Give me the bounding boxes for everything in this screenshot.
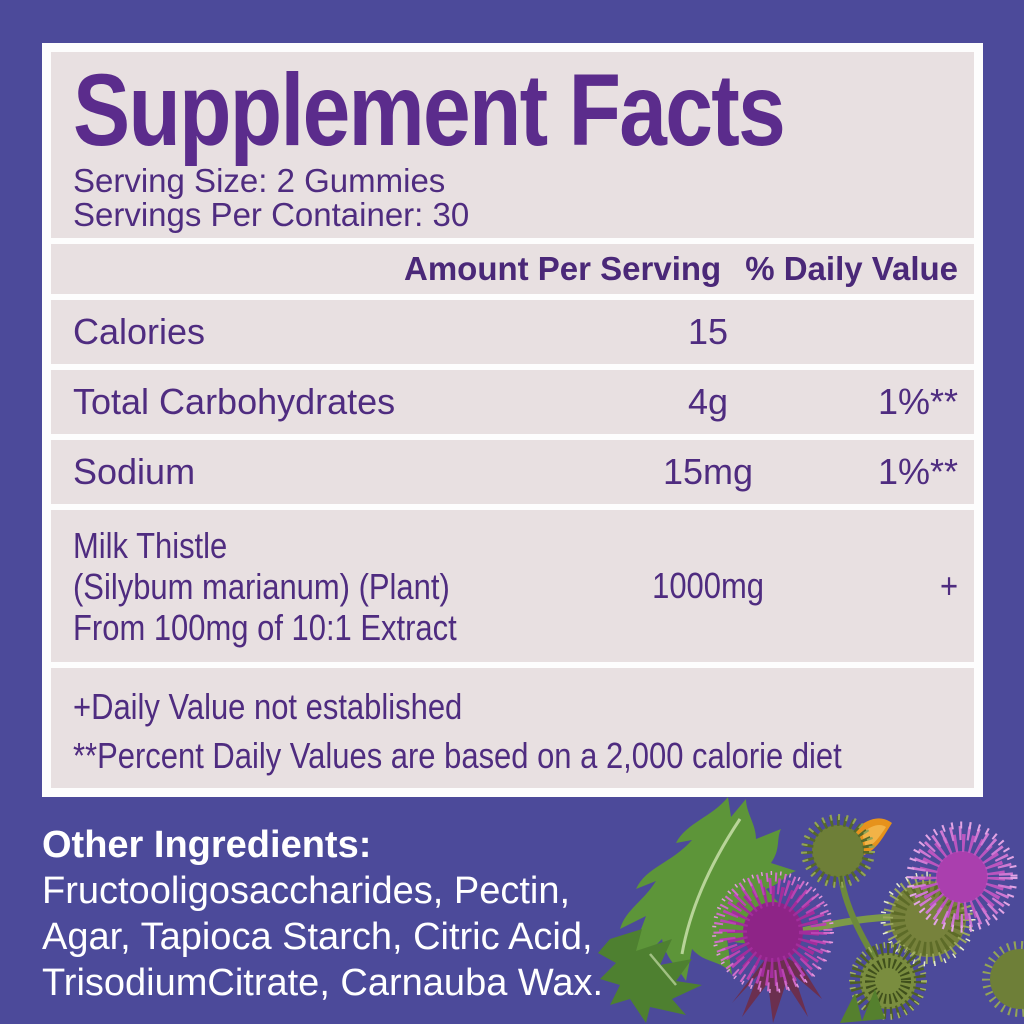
supplement-facts-panel: Supplement Facts Serving Size: 2 Gummies… [42,43,983,797]
leaf-shape [598,929,702,1023]
thistle-bud-top [801,814,892,888]
nutrient-amount: 1000mg [652,565,764,606]
thistle-bloom-large [712,871,834,1023]
other-ingredients-line: Agar, Tapioca Starch, Citric Acid, [42,916,593,958]
other-ingredients: Other Ingredients: Fructooligosaccharide… [42,822,603,1006]
nutrient-amount: 15 [687,311,729,352]
nutrient-daily-value: + [939,565,958,606]
table-row-milk-thistle: Milk Thistle (Silybum marianum) (Plant) … [51,510,974,662]
other-ingredients-line: Fructooligosaccharides, Pectin, [42,870,571,912]
milk-thistle-line-3: From 100mg of 10:1 Extract [73,606,457,648]
thistle-bud-edge [982,941,1024,1017]
serving-size-text: Serving Size: 2 Gummies [73,162,446,200]
thistle-bud-bottom [840,942,927,1023]
other-ingredients-heading: Other Ingredients: [42,824,372,866]
footnotes-section: +Daily Value not established **Percent D… [51,668,974,788]
table-row-carbohydrates: Total Carbohydrates 4g 1%** [51,370,974,434]
milk-thistle-illustration [598,797,1024,1023]
footnote-daily-value: +Daily Value not established [73,686,463,727]
table-row-sodium: Sodium 15mg 1%** [51,440,974,504]
nutrient-daily-value: 1%** [877,451,958,492]
thistle-bloom-right [880,821,1018,967]
nutrient-amount: 4g [687,381,729,422]
table-row-calories: Calories 15 [51,300,974,364]
column-header-daily-value: % Daily Value [745,250,958,287]
nutrient-amount: 15mg [662,451,754,492]
column-header-amount: Amount Per Serving [403,250,722,287]
nutrient-name: Sodium [73,451,196,492]
page-title: Supplement Facts [73,53,786,167]
nutrient-daily-value: 1%** [877,381,958,422]
other-ingredients-line: TrisodiumCitrate, Carnauba Wax. [42,962,604,1004]
milk-thistle-line-2: (Silybum marianum) (Plant) [73,565,450,607]
servings-per-container-text: Servings Per Container: 30 [73,196,470,234]
nutrient-name: Calories [73,311,206,352]
serving-info: Serving Size: 2 Gummies Servings Per Con… [73,164,954,232]
column-header-row: Amount Per Serving % Daily Value [51,244,974,294]
footnote-percent-values: **Percent Daily Values are based on a 2,… [73,735,842,776]
milk-thistle-line-1: Milk Thistle [73,524,228,566]
nutrient-name: Milk Thistle (Silybum marianum) (Plant) … [73,525,578,648]
facts-header-section: Supplement Facts Serving Size: 2 Gummies… [51,52,974,238]
nutrient-name: Total Carbohydrates [73,381,396,422]
